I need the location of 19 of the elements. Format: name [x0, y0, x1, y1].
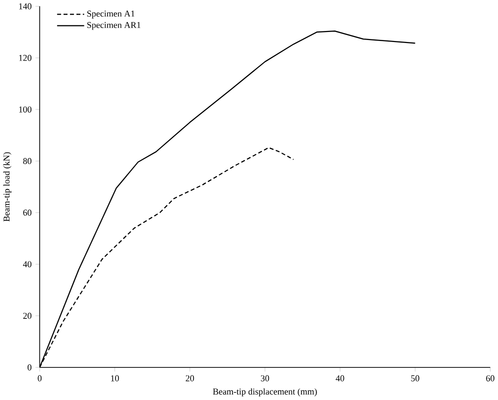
x-tick-label: 30	[260, 375, 270, 382]
y-tick-label: 20	[23, 312, 32, 319]
x-tick-label: 0	[38, 375, 42, 382]
x-tick-label: 50	[411, 375, 420, 382]
x-tick-label: 20	[186, 375, 194, 382]
y-tick-label: 80	[23, 158, 32, 164]
legend-label: Specimen AR1	[87, 22, 140, 30]
x-tick-label: 60	[486, 375, 494, 382]
x-tick-label: 10	[111, 375, 119, 382]
x-tick-label: 40	[336, 375, 344, 382]
y-tick-label: 100	[19, 106, 32, 113]
y-axis-title: Beam-tip load (kN)	[3, 152, 12, 222]
y-tick-label: 120	[19, 55, 32, 62]
legend-label: Specimen A1	[87, 10, 134, 19]
y-tick-label: 140	[19, 3, 32, 10]
y-tick-label: 40	[23, 261, 32, 268]
x-axis-title: Beam-tip displacement (mm)	[212, 388, 317, 397]
y-tick-label: 60	[23, 210, 32, 216]
y-tick-label: 0	[28, 364, 32, 371]
